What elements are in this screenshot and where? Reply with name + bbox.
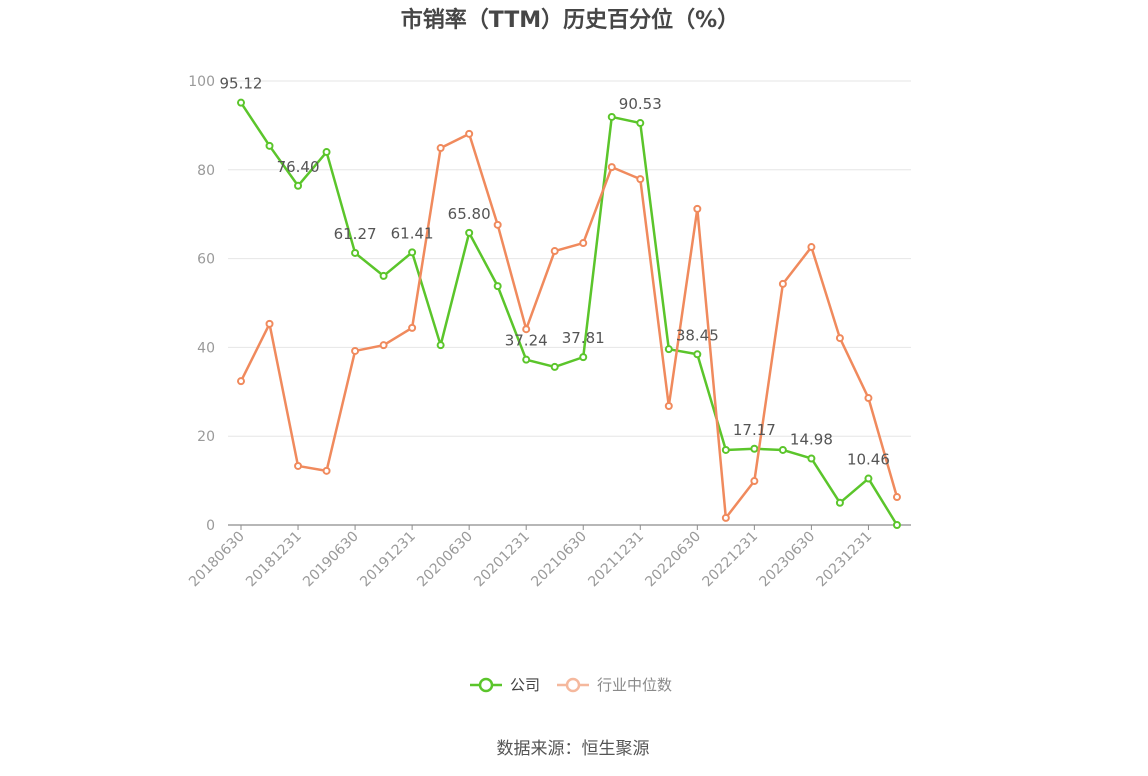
- data-point-0: [522, 355, 531, 364]
- y-axis: 0 20 40 60 80 100: [188, 74, 215, 534]
- series-line-1: [239, 132, 899, 520]
- data-point-0: [436, 341, 445, 350]
- y-tick-label: 60: [197, 252, 215, 268]
- data-point-1: [721, 513, 730, 522]
- data-point-1: [693, 204, 702, 213]
- data-point-0: [408, 248, 417, 257]
- data-point-0: [550, 362, 559, 371]
- data-point-0: [465, 228, 474, 237]
- legend-item-company[interactable]: 公司: [470, 676, 540, 694]
- data-point-1: [550, 247, 559, 256]
- data-point-0: [664, 345, 673, 354]
- data-point-0: [636, 119, 645, 128]
- grid-lines: [228, 80, 911, 437]
- data-point-0: [807, 454, 816, 463]
- data-point-1: [294, 461, 303, 470]
- data-point-1: [436, 144, 445, 153]
- data-label: 38.45: [676, 326, 719, 344]
- data-label: 90.53: [619, 95, 662, 113]
- x-tick-label: 20210630: [528, 529, 590, 591]
- legend-circle-icon: [478, 677, 494, 693]
- data-point-0: [778, 445, 787, 454]
- data-point-1: [750, 477, 759, 486]
- data-point-0: [835, 498, 844, 507]
- x-tick-label: 20230630: [757, 529, 819, 591]
- y-tick-label: 20: [197, 429, 215, 445]
- data-source: 数据来源：恒生聚源: [497, 739, 650, 759]
- data-point-1: [351, 346, 360, 355]
- data-label: 14.98: [790, 430, 833, 448]
- data-point-0: [607, 112, 616, 121]
- x-tick-label: 20180630: [186, 529, 248, 591]
- data-point-1: [892, 493, 901, 502]
- y-tick-label: 0: [206, 518, 215, 534]
- data-label: 65.80: [448, 205, 491, 223]
- x-tick-label: 20200630: [414, 529, 476, 591]
- x-tick-label: 20211231: [585, 529, 647, 591]
- data-label: 17.17: [733, 421, 776, 439]
- data-point-0: [892, 521, 901, 529]
- x-tick-label: 20221231: [699, 529, 761, 591]
- data-point-1: [265, 319, 274, 328]
- data-point-0: [237, 98, 245, 107]
- data-label: 76.40: [277, 158, 320, 176]
- data-point-0: [579, 353, 588, 362]
- data-point-0: [864, 474, 873, 483]
- legend-item-industry-median[interactable]: [557, 677, 589, 693]
- series-line-0: [239, 101, 899, 526]
- legend[interactable]: 公司 行业中位数: [470, 676, 672, 694]
- x-axis: 2018063020181231201906302019123120200630…: [186, 524, 911, 591]
- y-tick-label: 80: [197, 163, 215, 179]
- data-point-1: [607, 163, 616, 172]
- data-point-1: [493, 220, 502, 229]
- data-point-1: [237, 377, 245, 386]
- data-point-1: [322, 466, 331, 475]
- data-label: 37.81: [562, 329, 605, 347]
- x-tick-label: 20231231: [814, 529, 876, 591]
- data-point-1: [864, 394, 873, 403]
- x-tick-label: 20191231: [357, 529, 419, 591]
- x-tick-label: 20181231: [243, 529, 305, 591]
- data-point-1: [579, 239, 588, 248]
- data-point-1: [636, 175, 645, 184]
- data-point-0: [721, 445, 730, 454]
- y-tick-label: 40: [197, 340, 215, 356]
- data-point-0: [322, 148, 331, 157]
- data-point-0: [294, 181, 303, 190]
- data-point-1: [664, 402, 673, 411]
- x-tick-label: 20201231: [471, 529, 533, 591]
- data-point-0: [493, 282, 502, 291]
- legend-label-industry-median[interactable]: 行业中位数: [597, 676, 672, 694]
- legend-circle-icon: [565, 677, 581, 693]
- data-label: 37.24: [505, 332, 548, 350]
- data-labels: 95.12 76.40 61.27 61.41 65.80 37.24 37.81 90.53…: [220, 75, 890, 469]
- series-layer: [237, 98, 901, 529]
- data-label: 10.46: [847, 451, 890, 469]
- data-point-1: [379, 341, 388, 350]
- x-tick-label: 20220630: [642, 529, 704, 591]
- data-point-1: [465, 129, 474, 138]
- data-point-0: [693, 350, 702, 359]
- data-label: 95.12: [220, 75, 263, 93]
- chart-title: 市销率（TTM）历史百分位（%）: [401, 7, 739, 33]
- data-point-0: [351, 248, 360, 257]
- data-point-1: [778, 279, 787, 288]
- data-point-1: [522, 325, 531, 334]
- legend-label-company: 公司: [510, 676, 540, 694]
- data-point-1: [408, 323, 417, 332]
- data-label: 61.27: [334, 225, 377, 243]
- x-tick-label: 20190630: [300, 529, 362, 591]
- data-point-1: [807, 243, 816, 252]
- data-point-0: [379, 271, 388, 280]
- data-point-1: [835, 334, 844, 343]
- y-tick-label: 100: [188, 74, 215, 90]
- data-point-0: [750, 444, 759, 453]
- data-label: 61.41: [391, 224, 434, 242]
- data-point-0: [265, 141, 274, 150]
